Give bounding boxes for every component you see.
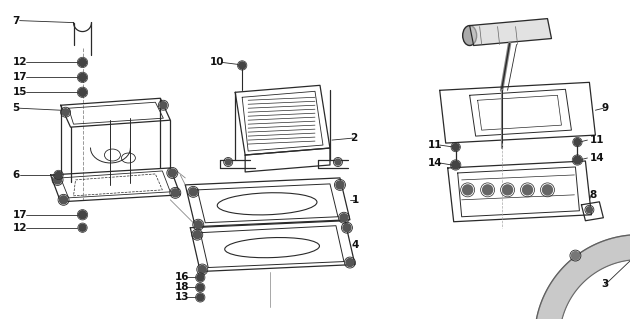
Circle shape: [194, 221, 203, 229]
Circle shape: [168, 169, 176, 177]
Text: 13: 13: [175, 292, 190, 302]
Text: 12: 12: [13, 223, 27, 233]
Circle shape: [55, 172, 62, 179]
Circle shape: [78, 211, 86, 219]
Circle shape: [197, 294, 204, 301]
Circle shape: [78, 73, 86, 81]
Circle shape: [572, 252, 579, 260]
Circle shape: [346, 259, 354, 267]
Polygon shape: [536, 235, 631, 320]
Text: 16: 16: [175, 273, 190, 283]
Text: 10: 10: [210, 57, 225, 68]
Circle shape: [522, 185, 533, 195]
Text: 17: 17: [13, 210, 27, 220]
Circle shape: [586, 207, 593, 213]
Text: 7: 7: [13, 16, 20, 26]
Circle shape: [78, 88, 86, 96]
Text: 4: 4: [352, 240, 359, 250]
Circle shape: [79, 224, 86, 231]
Circle shape: [452, 161, 459, 169]
Circle shape: [197, 284, 204, 291]
Circle shape: [160, 102, 167, 109]
Circle shape: [574, 139, 581, 146]
Circle shape: [463, 185, 473, 195]
Text: 14: 14: [589, 153, 604, 163]
Circle shape: [54, 176, 62, 184]
Text: 8: 8: [589, 190, 597, 200]
Circle shape: [502, 185, 512, 195]
Ellipse shape: [463, 26, 476, 45]
Text: 15: 15: [13, 87, 27, 97]
Text: 9: 9: [601, 103, 608, 113]
Text: 14: 14: [428, 158, 442, 168]
Text: 3: 3: [601, 279, 609, 290]
Text: 2: 2: [350, 133, 357, 143]
Circle shape: [452, 144, 459, 150]
Circle shape: [239, 62, 245, 69]
Circle shape: [574, 156, 581, 164]
Circle shape: [335, 159, 341, 165]
Circle shape: [59, 196, 68, 204]
Circle shape: [336, 181, 344, 189]
Text: 5: 5: [13, 103, 20, 113]
Circle shape: [225, 159, 231, 165]
Text: 17: 17: [13, 72, 27, 82]
Text: 6: 6: [13, 170, 20, 180]
Circle shape: [543, 185, 553, 195]
Circle shape: [340, 214, 348, 222]
Circle shape: [198, 266, 206, 274]
Circle shape: [483, 185, 493, 195]
Circle shape: [197, 274, 204, 281]
Circle shape: [78, 59, 86, 67]
Circle shape: [62, 109, 69, 116]
Text: 11: 11: [428, 140, 442, 150]
Circle shape: [172, 189, 179, 197]
Circle shape: [193, 231, 201, 239]
Text: 1: 1: [352, 195, 359, 205]
Text: 12: 12: [13, 57, 27, 68]
Text: 18: 18: [175, 283, 190, 292]
Text: 11: 11: [589, 135, 604, 145]
Circle shape: [343, 224, 351, 232]
Polygon shape: [469, 19, 551, 45]
Circle shape: [189, 188, 198, 196]
